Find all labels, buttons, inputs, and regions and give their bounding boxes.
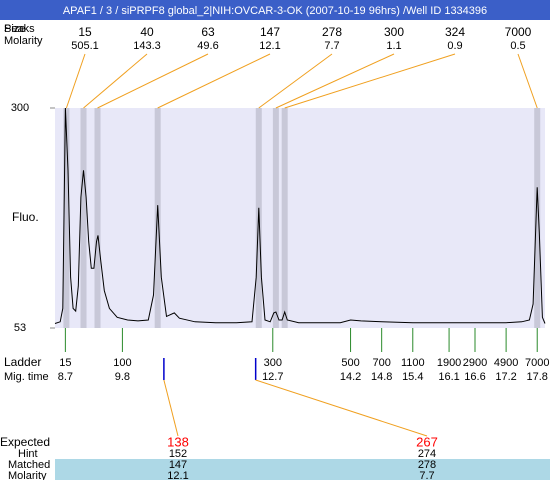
mig-time-label: Mig. time: [4, 371, 49, 383]
peak-molarity: 12.1: [259, 40, 280, 52]
y-tick-label: 300: [11, 102, 29, 114]
ladder-time: 16.6: [464, 371, 485, 383]
ladder-time: 14.2: [340, 371, 361, 383]
peak-band: [154, 108, 161, 328]
hint-value: 152: [169, 448, 187, 460]
peak-size: 7000: [505, 25, 532, 39]
expected-label: Expected: [0, 435, 50, 449]
peak-size: 15: [78, 25, 92, 39]
peak-band: [80, 108, 87, 328]
matched-label: Matched: [8, 459, 50, 471]
ladder-label: Ladder: [4, 355, 41, 369]
ladder-size: 1900: [437, 357, 461, 369]
expected-leader: [255, 379, 428, 437]
ladder-size: 7000: [525, 357, 549, 369]
peak-molarity: 1.1: [386, 40, 401, 52]
plot-area: [55, 108, 545, 328]
peak-size: 278: [322, 25, 342, 39]
ladder-time: 16.1: [438, 371, 459, 383]
peak-molarity: 7.7: [324, 40, 339, 52]
y-label: Fluo.: [12, 210, 39, 224]
ladder-time: 15.4: [402, 371, 423, 383]
peak-molarity: 143.3: [133, 40, 161, 52]
peak-leader: [275, 53, 395, 109]
ladder-size: 15: [59, 357, 71, 369]
peak-band: [534, 108, 541, 328]
ladder-size: 300: [264, 357, 282, 369]
ladder-time: 12.7: [262, 371, 283, 383]
ladder-time: 9.8: [115, 371, 130, 383]
ladder-time: 8.7: [58, 371, 73, 383]
title: APAF1 / 3 / siPRPF8 global_2|NIH:OVCAR-3…: [63, 5, 487, 17]
peak-molarity: 505.1: [71, 40, 99, 52]
molarity-label: Molarity: [8, 470, 47, 480]
size-label: Size: [4, 23, 25, 35]
peak-molarity: 49.6: [197, 40, 218, 52]
expected-size: 267: [416, 434, 438, 449]
peaks-label: Peaks: [4, 23, 35, 35]
peak-leader: [157, 53, 271, 109]
matched-value: 278: [418, 459, 436, 471]
y-tick-label: 53: [14, 322, 26, 334]
peak-size: 324: [445, 25, 465, 39]
peak-size: 147: [260, 25, 280, 39]
peak-band: [272, 108, 279, 328]
trace: [54, 107, 546, 324]
expected-leader: [163, 379, 179, 437]
peak-leader: [517, 53, 538, 109]
ladder-time: 17.2: [495, 371, 516, 383]
molarity-label: Molarity: [4, 35, 43, 47]
matched-band: [55, 459, 550, 480]
peak-leader: [258, 53, 333, 109]
peak-leader: [65, 53, 86, 109]
title-bar: [0, 0, 550, 20]
molarity-value: 12.1: [167, 470, 188, 480]
peak-molarity: 0.5: [510, 40, 525, 52]
ladder-size: 500: [341, 357, 359, 369]
ladder-time: 14.8: [371, 371, 392, 383]
peak-band: [63, 108, 70, 328]
hint-label: Hint: [18, 448, 38, 460]
ladder-size: 700: [372, 357, 390, 369]
peak-size: 300: [384, 25, 404, 39]
ladder-size: 1100: [401, 357, 425, 369]
peak-leader: [83, 53, 148, 109]
peak-molarity: 0.9: [447, 40, 462, 52]
peak-leader: [284, 53, 456, 109]
peak-size: 40: [140, 25, 154, 39]
matched-value: 147: [169, 459, 187, 471]
molarity-value: 7.7: [419, 470, 434, 480]
peak-size: 63: [201, 25, 215, 39]
peak-band: [94, 108, 101, 328]
peak-leader: [97, 53, 209, 109]
peak-band: [281, 108, 288, 328]
expected-size: 138: [167, 434, 189, 449]
ladder-size: 100: [113, 357, 131, 369]
ladder-time: 17.8: [527, 371, 548, 383]
ladder-size: 4900: [494, 357, 518, 369]
ladder-size: 2900: [463, 357, 487, 369]
hint-value: 274: [418, 448, 436, 460]
